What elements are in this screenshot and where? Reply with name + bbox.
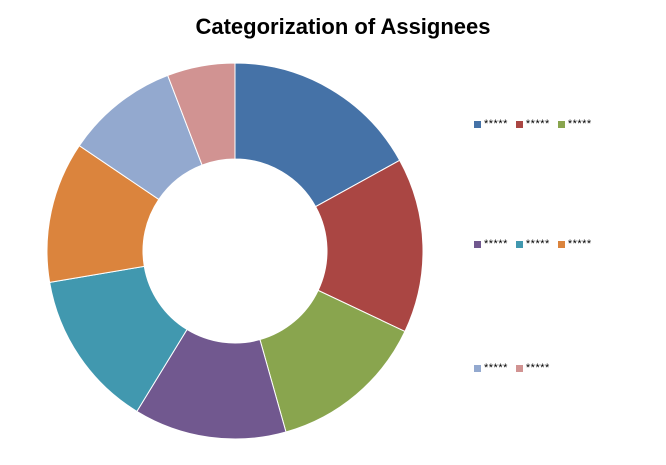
legend-swatch xyxy=(474,120,481,128)
legend-row-3: ***** ***** xyxy=(474,362,550,374)
legend-swatch xyxy=(474,364,481,372)
legend-label: ***** xyxy=(484,118,508,130)
legend-item-4: ***** xyxy=(474,238,508,250)
legend-item-8: ***** xyxy=(515,362,550,374)
legend-swatch xyxy=(557,240,565,248)
legend-swatch xyxy=(515,120,523,128)
legend-swatch xyxy=(515,240,523,248)
donut-slice-5 xyxy=(49,265,188,413)
donut-slice-3 xyxy=(259,289,406,433)
legend-label: ***** xyxy=(525,118,550,130)
legend-swatch xyxy=(557,120,565,128)
legend-row-1: ***** ***** ***** xyxy=(474,118,592,130)
legend-label: ***** xyxy=(567,118,592,130)
donut-slice-1 xyxy=(234,62,401,208)
legend-label: ***** xyxy=(484,362,508,374)
legend-label: ***** xyxy=(484,238,508,250)
chart-title: Categorization of Assignees xyxy=(195,14,491,39)
legend-label: ***** xyxy=(525,362,550,374)
legend-item-6: ***** xyxy=(557,238,592,250)
legend-swatch xyxy=(515,364,523,372)
legend-swatch xyxy=(474,240,481,248)
legend-label: ***** xyxy=(567,238,592,250)
legend-item-7: ***** xyxy=(474,362,508,374)
legend-item-2: ***** xyxy=(515,118,550,130)
legend-item-3: ***** xyxy=(557,118,592,130)
legend-item-5: ***** xyxy=(515,238,550,250)
legend-item-1: ***** xyxy=(474,118,508,130)
legend-row-2: ***** ***** ***** xyxy=(474,238,592,250)
donut-slice-8 xyxy=(167,62,236,166)
legend-label: ***** xyxy=(525,238,550,250)
donut-slice-2 xyxy=(314,159,424,333)
